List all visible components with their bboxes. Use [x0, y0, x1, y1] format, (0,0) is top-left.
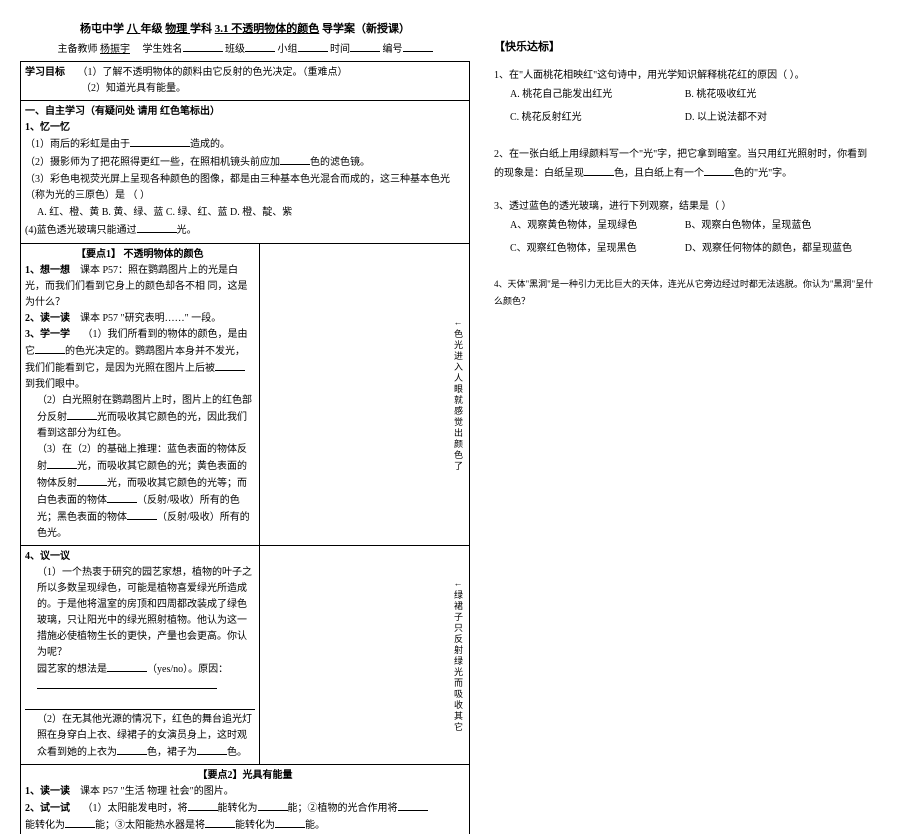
side-note-2: ←绿裙子只反射绿光而吸收其它 — [259, 546, 469, 765]
row-selfstudy-recall: 一、自主学习（有疑问处 请用 红色笔标出） 1、忆一忆 （1）雨后的彩虹是由于造… — [21, 101, 470, 244]
row-point2: 【要点2】光具有能量 1、读一读 课本 P57 "生活 物理 社会"的图片。 2… — [21, 765, 470, 834]
row-discuss: 4、议一议 （1）一个热衷于研究的园艺家想，植物的叶子之所以多数呈现绿色，可能是… — [21, 546, 470, 765]
worksheet-table: 学习目标 （1）了解不透明物体的颜料由它反射的色光决定。（重难点） （2）知道光… — [20, 61, 470, 834]
question-4: 4、天体"黑洞"是一种引力无比巨大的天体，连光从它旁边经过时都无法逃脱。你认为"… — [494, 276, 874, 310]
row-goal: 学习目标 （1）了解不透明物体的颜料由它反射的色光决定。（重难点） （2）知道光… — [21, 62, 470, 101]
right-heading: 【快乐达标】 — [494, 38, 874, 54]
row-point1: 【要点1】 不透明物体的颜色 1、想一想 课本 P57：照在鹦鹉图片上的光是白光… — [21, 244, 470, 546]
sub-header: 主备教师 杨振宇 学生姓名 班级 小组 时间 编号 — [20, 40, 470, 55]
question-1: 1、在"人面桃花相映红"这句诗中，用光学知识解释桃花红的原因（ ）。 A. 桃花… — [494, 66, 874, 131]
question-3: 3、透过蓝色的透光玻璃，进行下列观察，结果是（ ） A、观察黄色物体，呈现绿色 … — [494, 197, 874, 262]
right-column: 【快乐达标】 1、在"人面桃花相映红"这句诗中，用光学知识解释桃花红的原因（ ）… — [494, 20, 874, 834]
side-note-1: ←色光进入人眼就感觉出颜色了 — [259, 244, 469, 546]
doc-title: 杨屯中学 八 年级 物理 学科 3.1 不透明物体的颜色 导学案（新授课） — [20, 20, 470, 36]
question-2: 2、在一张白纸上用绿颜料写一个"光"字，把它拿到暗室。当只用红光照射时，你看到的… — [494, 145, 874, 183]
